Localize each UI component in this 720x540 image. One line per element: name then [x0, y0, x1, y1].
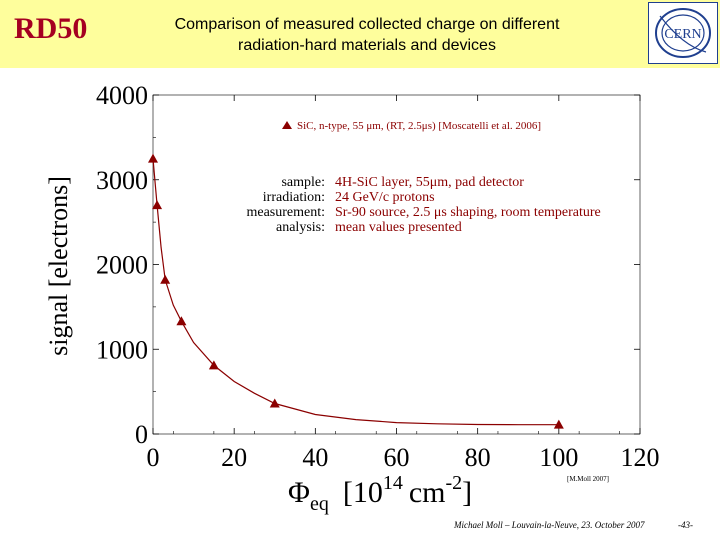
data-point-triangle — [553, 419, 564, 429]
annotation-value-irradiation: 24 GeV/c protons — [335, 190, 435, 205]
legend: SiC, n-type, 55 μm, (RT, 2.5μs) [Moscate… — [282, 120, 541, 132]
x-tick-labels: 0 20 40 60 80 100 120 — [147, 443, 660, 472]
annotation-label-sample: sample: — [281, 175, 325, 190]
annotation-block: sample: 4H-SiC layer, 55μm, pad detector… — [246, 175, 600, 235]
tick-marks — [152, 94, 641, 435]
y-tick-label: 3000 — [96, 166, 148, 195]
slide-title-line1: Comparison of measured collected charge … — [174, 16, 560, 33]
data-point-triangle — [152, 200, 163, 210]
x-tick-label: 0 — [147, 443, 160, 472]
x-axis-label-exp2: -2 — [445, 472, 462, 494]
series-points — [148, 153, 564, 429]
y-tick-label: 4000 — [96, 81, 148, 110]
annotation-label-irradiation: irradiation: — [263, 190, 325, 205]
x-tick-label: 100 — [539, 443, 578, 472]
footer-credit: Michael Moll – Louvain-la-Neuve, 23. Oct… — [454, 520, 645, 530]
x-tick-label: 20 — [221, 443, 247, 472]
x-axis-label-unit: [10 — [343, 476, 383, 509]
data-point-triangle — [160, 274, 171, 284]
annotation-value-analysis: mean values presented — [335, 220, 462, 235]
annotation-label-analysis: analysis: — [276, 220, 325, 235]
x-tick-label: 60 — [384, 443, 410, 472]
cern-logo-text: CERN — [664, 27, 701, 42]
x-tick-label: 120 — [621, 443, 660, 472]
rd50-logo: RD50 — [14, 12, 88, 45]
y-tick-label: 0 — [135, 420, 148, 449]
chart-credit: [M.Moll 2007] — [567, 475, 609, 483]
x-axis-label: Φeq [1014 cm-2] — [288, 472, 472, 515]
x-axis-label-subscript: eq — [310, 493, 329, 515]
y-tick-label: 1000 — [96, 335, 148, 364]
x-axis-label-bracket: ] — [462, 476, 472, 509]
header-bar: RD50 Comparison of measured collected ch… — [0, 0, 720, 68]
x-axis-label-symbol: Φ — [288, 476, 310, 509]
slide-title-line2: radiation-hard materials and devices — [238, 37, 496, 54]
y-axis-label: signal [electrons] — [44, 176, 73, 356]
data-point-triangle — [176, 316, 187, 326]
fit-curve — [152, 158, 559, 426]
data-point-triangle — [148, 153, 158, 163]
annotation-value-measurement: Sr-90 source, 2.5 μs shaping, room tempe… — [335, 205, 601, 220]
annotation-label-measurement: measurement: — [246, 205, 325, 220]
y-tick-label: 2000 — [96, 251, 148, 280]
x-axis-label-unit-cm: cm — [409, 476, 446, 509]
legend-marker-triangle-icon — [282, 121, 292, 129]
legend-label: SiC, n-type, 55 μm, (RT, 2.5μs) [Moscate… — [297, 120, 541, 132]
chart: signal [electrons] 0 20 40 60 80 100 120 0 1000… — [44, 81, 660, 515]
data-point-triangle — [208, 360, 219, 370]
annotation-value-sample: 4H-SiC layer, 55μm, pad detector — [335, 175, 524, 190]
x-tick-label: 40 — [302, 443, 328, 472]
x-tick-label: 80 — [465, 443, 491, 472]
slide-title: Comparison of measured collected charge … — [112, 14, 622, 56]
y-tick-labels: 0 1000 2000 3000 4000 — [96, 81, 148, 449]
plot-frame — [152, 94, 641, 435]
x-axis-label-exp1: 14 — [383, 472, 403, 494]
cern-logo-icon: CERN — [648, 2, 718, 64]
page-number: -43- — [678, 520, 693, 530]
data-point-triangle — [269, 398, 280, 408]
